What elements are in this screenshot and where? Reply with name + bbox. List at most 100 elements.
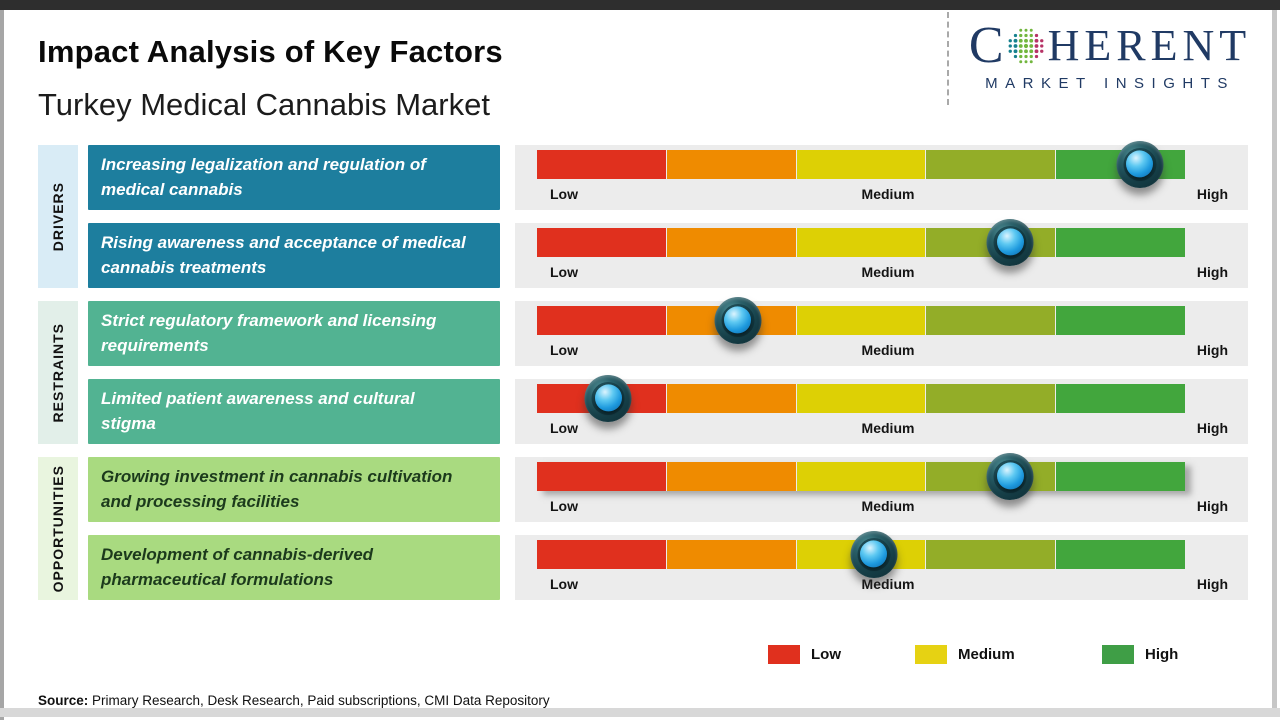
scale-label-medium: Medium: [861, 420, 915, 436]
scale-segment-low: [537, 540, 666, 569]
source-line: Source: Primary Research, Desk Research,…: [38, 693, 550, 708]
impact-marker: [986, 219, 1034, 266]
category-label-drivers: DRIVERS: [50, 181, 66, 252]
legend-item-high: High: [1102, 645, 1178, 664]
impact-scale-bar: [537, 150, 1185, 179]
legend-label-medium: Medium: [958, 646, 1015, 663]
scale-segment-low-medium: [666, 462, 796, 491]
scale-segment-low: [537, 228, 666, 257]
scale-segment-low: [537, 150, 666, 179]
legend-swatch-low: [768, 645, 800, 664]
scale-label-low: Low: [550, 498, 578, 514]
factor-box: Strict regulatory framework and licensin…: [88, 301, 500, 366]
factor-text: Limited patient awareness and cultural s…: [101, 389, 415, 433]
factor-box: Increasing legalization and regulation o…: [88, 145, 500, 210]
category-box-restraints: RESTRAINTS: [38, 301, 78, 444]
scale-label-medium: Medium: [861, 498, 915, 514]
scale-label-medium: Medium: [861, 264, 915, 280]
marker-sphere: [724, 305, 752, 333]
marker-sphere: [860, 539, 888, 567]
coherent-globe-icon: [1005, 25, 1047, 67]
impact-marker: [714, 297, 762, 344]
marker-sphere: [1126, 149, 1154, 177]
scale-label-low: Low: [550, 342, 578, 358]
impact-scale-row: Low Medium High: [515, 141, 1248, 210]
impact-scale-bar: [537, 384, 1185, 413]
legend-item-low: Low: [768, 645, 841, 664]
impact-scale-row: Low Medium High: [515, 219, 1248, 288]
impact-scale-row: Low Medium High: [515, 375, 1248, 444]
scale-segment-low: [537, 306, 666, 335]
factor-text: Increasing legalization and regulation o…: [101, 155, 426, 199]
scale-segment-high: [1056, 540, 1185, 569]
legend-label-low: Low: [811, 646, 841, 663]
marker-sphere: [996, 461, 1024, 489]
scale-label-medium: Medium: [861, 576, 915, 592]
category-label-opportunities: OPPORTUNITIES: [50, 464, 66, 593]
impact-scale-row: Low Medium High: [515, 531, 1248, 600]
scale-label-high: High: [1196, 264, 1228, 280]
logo-tagline: MARKET INSIGHTS: [985, 75, 1235, 92]
logo-divider: [947, 12, 949, 105]
impact-scale-bar: [537, 306, 1185, 335]
scale-label-high: High: [1196, 186, 1228, 202]
scale-segment-medium: [796, 462, 926, 491]
scale-segment-high: [1056, 228, 1185, 257]
scale-label-medium: Medium: [861, 186, 915, 202]
factor-box: Growing investment in cannabis cultivati…: [88, 457, 500, 522]
scale-label-low: Low: [550, 186, 578, 202]
scale-segment-medium-high: [926, 306, 1056, 335]
factor-text: Rising awareness and acceptance of medic…: [101, 233, 466, 277]
scale-segment-high: [1056, 462, 1185, 491]
logo-letter-c: C: [968, 17, 1004, 74]
legend-swatch-medium: [915, 645, 947, 664]
marker-sphere: [996, 227, 1024, 255]
scale-label-low: Low: [550, 264, 578, 280]
scale-label-high: High: [1196, 342, 1228, 358]
factor-text: Development of cannabis-derived pharmace…: [101, 545, 374, 589]
scale-segment-medium: [796, 228, 926, 257]
category-label-restraints: RESTRAINTS: [50, 322, 66, 423]
scale-label-low: Low: [550, 420, 578, 436]
factor-box: Limited patient awareness and cultural s…: [88, 379, 500, 444]
scale-segment-low-medium: [666, 228, 796, 257]
company-logo: C HERENT MARKET INSIGHTS: [960, 17, 1260, 93]
scale-segment-medium-high: [926, 150, 1056, 179]
legend-item-medium: Medium: [915, 645, 1015, 664]
impact-scale-row: Low Medium High: [515, 297, 1248, 366]
factor-text: Strict regulatory framework and licensin…: [101, 311, 437, 355]
logo-text: HERENT: [1047, 21, 1252, 70]
scale-label-high: High: [1196, 576, 1228, 592]
scale-label-high: High: [1196, 498, 1228, 514]
impact-scale-row: Low Medium High: [515, 453, 1248, 522]
scale-segment-medium: [796, 150, 926, 179]
scale-segment-medium-high: [926, 384, 1056, 413]
scale-segment-low-medium: [666, 384, 796, 413]
impact-marker: [850, 531, 898, 578]
category-box-opportunities: OPPORTUNITIES: [38, 457, 78, 600]
legend-label-high: High: [1145, 646, 1179, 663]
page-title: Impact Analysis of Key Factors: [38, 34, 503, 69]
category-box-drivers: DRIVERS: [38, 145, 78, 288]
frame-bottom-bar: [0, 708, 1280, 717]
frame-left-edge: [0, 10, 4, 720]
impact-marker: [986, 453, 1034, 500]
scale-label-medium: Medium: [861, 342, 915, 358]
factor-box: Development of cannabis-derived pharmace…: [88, 535, 500, 600]
scale-segment-medium: [796, 384, 926, 413]
source-label: Source:: [38, 693, 89, 708]
scale-segment-low-medium: [666, 540, 796, 569]
scale-segment-medium-high: [926, 540, 1056, 569]
scale-segment-medium: [796, 306, 926, 335]
frame-top-bar: [0, 0, 1280, 10]
legend-swatch-high: [1102, 645, 1134, 664]
scale-segment-low: [537, 462, 666, 491]
page-subtitle: Turkey Medical Cannabis Market: [38, 87, 490, 122]
factor-box: Rising awareness and acceptance of medic…: [88, 223, 500, 288]
marker-sphere: [594, 383, 622, 411]
scale-segment-low-medium: [666, 150, 796, 179]
scale-segment-high: [1056, 384, 1185, 413]
impact-marker: [584, 375, 632, 422]
factor-text: Growing investment in cannabis cultivati…: [101, 467, 453, 511]
